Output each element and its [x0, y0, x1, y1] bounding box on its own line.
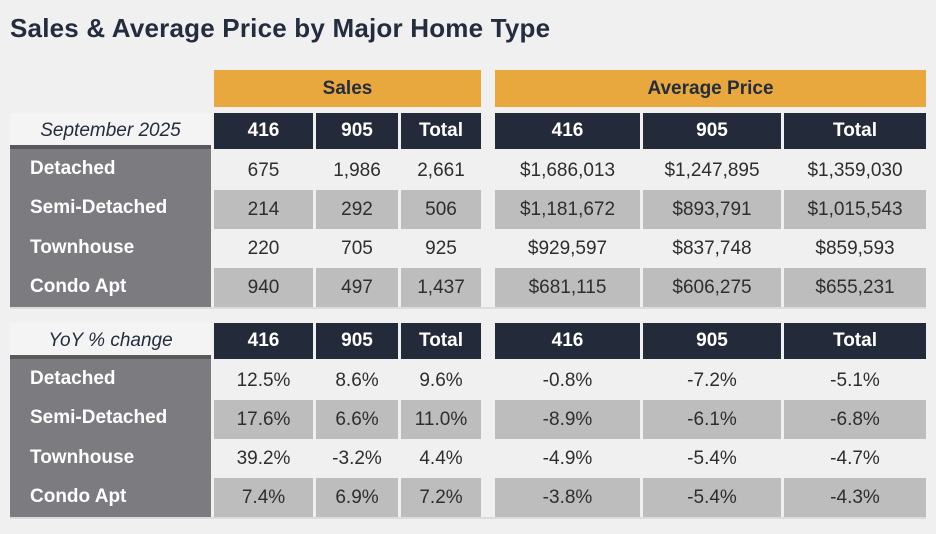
data-cell: $1,686,013: [495, 151, 640, 190]
data-cell: $681,115: [495, 268, 640, 307]
group-gap-spacer: [484, 478, 492, 517]
data-cell: 292: [316, 190, 398, 229]
data-cell: -6.8%: [784, 400, 926, 439]
period-label: September 2025: [10, 113, 211, 149]
data-cell: 220: [214, 229, 313, 268]
data-cell: -3.8%: [495, 478, 640, 517]
column-header-price-905: 905: [643, 113, 781, 149]
yoy-table: YoY % change 416 905 Total 416 905 Total…: [10, 323, 926, 519]
column-header-price-416: 416: [495, 113, 640, 149]
data-cell: 497: [316, 268, 398, 307]
data-cell: $859,593: [784, 229, 926, 268]
data-cell: -6.1%: [643, 400, 781, 439]
group-gap-spacer: [484, 70, 492, 107]
data-cell: 12.5%: [214, 361, 313, 400]
data-cell: 9.6%: [401, 361, 481, 400]
data-cell: 11.0%: [401, 400, 481, 439]
data-cell: $929,597: [495, 229, 640, 268]
data-cell: 7.4%: [214, 478, 313, 517]
group-gap-spacer: [484, 268, 492, 307]
home-type-label: Condo Apt: [30, 276, 127, 298]
yoy-table-header: YoY % change 416 905 Total 416 905 Total: [10, 323, 926, 359]
data-cell: $655,231: [784, 268, 926, 307]
home-type-label: Detached: [30, 157, 116, 179]
data-cell: $1,359,030: [784, 151, 926, 190]
home-type-label: Detached: [30, 367, 116, 389]
data-cell: 214: [214, 190, 313, 229]
data-cell: -7.2%: [643, 361, 781, 400]
data-cell: 8.6%: [316, 361, 398, 400]
data-cell: 1,986: [316, 151, 398, 190]
data-cell: -8.9%: [495, 400, 640, 439]
data-cell: 1,437: [401, 268, 481, 307]
data-cell: 17.6%: [214, 400, 313, 439]
column-header-sales-416: 416: [214, 323, 313, 359]
monthly-table-body: Detached Semi-Detached Townhouse Condo A…: [10, 145, 926, 309]
group-gap-spacer: [484, 229, 492, 268]
group-header-sales: Sales: [214, 70, 481, 107]
data-cell: -5.4%: [643, 439, 781, 478]
data-cell: -5.1%: [784, 361, 926, 400]
corner-spacer: [10, 70, 211, 107]
home-type-label: Condo Apt: [30, 486, 127, 508]
data-cell: $837,748: [643, 229, 781, 268]
column-header-price-416: 416: [495, 323, 640, 359]
group-header-average-price: Average Price: [495, 70, 926, 107]
group-gap-spacer: [484, 190, 492, 229]
home-type-label: Townhouse: [30, 236, 135, 258]
data-cell: 7.2%: [401, 478, 481, 517]
yoy-table-body: Detached Semi-Detached Townhouse Condo A…: [10, 355, 926, 519]
column-header-price-total: Total: [784, 113, 926, 149]
data-cell: 506: [401, 190, 481, 229]
data-cell: $606,275: [643, 268, 781, 307]
data-cell: -4.3%: [784, 478, 926, 517]
column-header-sales-416: 416: [214, 113, 313, 149]
data-cell: 6.9%: [316, 478, 398, 517]
monthly-table-header: Sales Average Price September 2025 416 9…: [10, 70, 926, 149]
column-header-sales-total: Total: [401, 113, 481, 149]
column-header-price-905: 905: [643, 323, 781, 359]
data-cell: $893,791: [643, 190, 781, 229]
data-cell: -0.8%: [495, 361, 640, 400]
monthly-table: Sales Average Price September 2025 416 9…: [10, 70, 926, 309]
data-cell: 6.6%: [316, 400, 398, 439]
data-cell: 705: [316, 229, 398, 268]
data-cell: -3.2%: [316, 439, 398, 478]
group-gap-spacer: [484, 113, 492, 149]
data-cell: -5.4%: [643, 478, 781, 517]
home-type-column: Detached Semi-Detached Townhouse Condo A…: [10, 355, 211, 517]
data-cell: -4.7%: [784, 439, 926, 478]
group-gap-spacer: [484, 400, 492, 439]
column-header-sales-total: Total: [401, 323, 481, 359]
home-type-label: Semi-Detached: [30, 197, 168, 219]
column-header-price-total: Total: [784, 323, 926, 359]
data-cell: -4.9%: [495, 439, 640, 478]
group-gap-spacer: [484, 323, 492, 359]
report-page: Sales & Average Price by Major Home Type…: [10, 13, 926, 519]
data-cell: $1,015,543: [784, 190, 926, 229]
data-cell: 940: [214, 268, 313, 307]
data-cell: 925: [401, 229, 481, 268]
home-type-label: Townhouse: [30, 446, 135, 468]
column-header-sales-905: 905: [316, 113, 398, 149]
data-cell: 675: [214, 151, 313, 190]
data-cell: 4.4%: [401, 439, 481, 478]
group-gap-spacer: [484, 439, 492, 478]
home-type-column: Detached Semi-Detached Townhouse Condo A…: [10, 145, 211, 307]
data-cell: 39.2%: [214, 439, 313, 478]
data-cell: $1,181,672: [495, 190, 640, 229]
data-cell: $1,247,895: [643, 151, 781, 190]
data-cell: 2,661: [401, 151, 481, 190]
group-gap-spacer: [484, 361, 492, 400]
page-title: Sales & Average Price by Major Home Type: [10, 13, 551, 43]
home-type-label: Semi-Detached: [30, 407, 168, 429]
group-gap-spacer: [484, 151, 492, 190]
column-header-sales-905: 905: [316, 323, 398, 359]
period-label: YoY % change: [10, 323, 211, 359]
